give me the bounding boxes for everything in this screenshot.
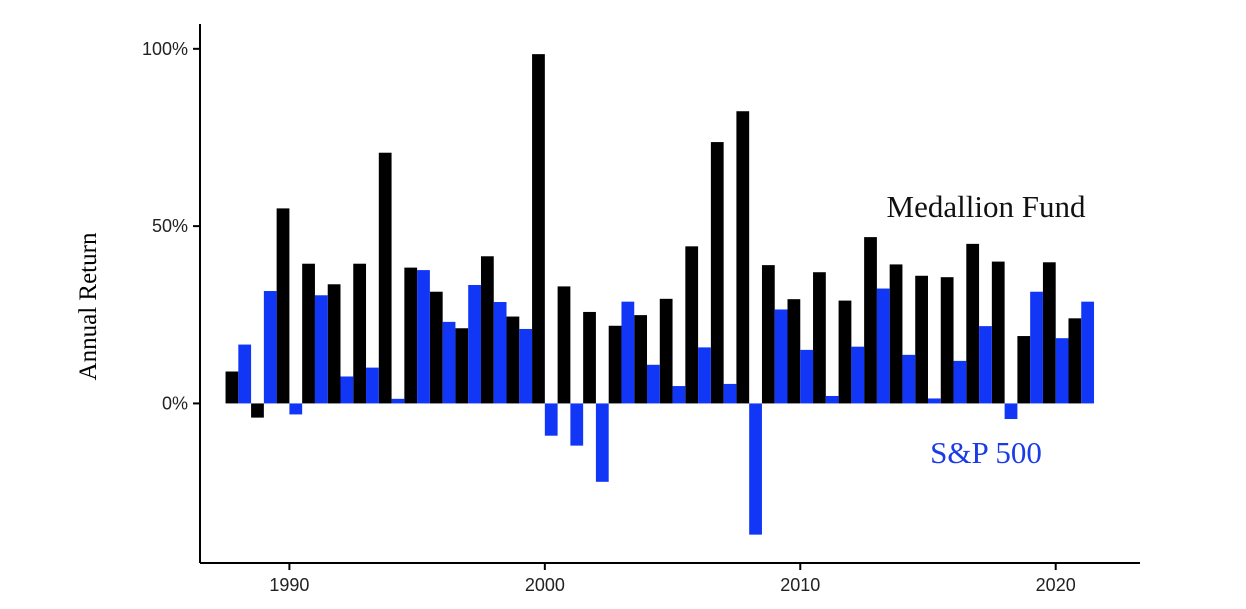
- medallion-bar-1993: [353, 263, 367, 404]
- x-tick-label: 2020: [1036, 575, 1076, 595]
- medallion-bar-1990: [276, 208, 290, 404]
- sp500-bar-1990: [289, 403, 303, 415]
- sp500-bar-1992: [340, 376, 354, 404]
- sp500-bar-2018: [1004, 403, 1018, 420]
- sp500-bar-2020: [1055, 338, 1069, 404]
- sp500-bar-2010: [800, 349, 814, 404]
- y-tick-label: 0%: [162, 393, 188, 413]
- sp500-bar-2015: [927, 398, 941, 404]
- medallion-bar-1988: [225, 371, 239, 404]
- sp500-bar-1994: [391, 398, 405, 404]
- medallion-bar-1998: [480, 256, 494, 404]
- sp500-bar-2013: [876, 288, 890, 404]
- y-axis-title: Annual Return: [75, 232, 102, 380]
- medallion-bar-2003: [608, 325, 622, 404]
- sp500-bar-1997: [468, 284, 481, 404]
- sp500-bar-1989: [263, 291, 277, 404]
- medallion-bar-2000: [532, 54, 545, 404]
- medallion-bar-2017: [966, 243, 980, 404]
- sp500-bar-2001: [570, 403, 584, 446]
- sp500-bar-2002: [595, 403, 609, 482]
- medallion-bar-2021: [1068, 318, 1082, 404]
- sp500-bar-1998: [493, 302, 507, 404]
- sp500-bar-2014: [902, 354, 916, 404]
- medallion-bar-2020: [1042, 262, 1056, 404]
- medallion-bar-2008: [736, 111, 750, 404]
- medallion-bar-2015: [915, 275, 928, 404]
- sp500-bar-2017: [979, 326, 992, 404]
- medallion-bar-2005: [659, 298, 673, 404]
- medallion-bar-2014: [889, 264, 903, 404]
- sp500-bar-2008: [749, 403, 762, 535]
- sp500-bar-2000: [544, 403, 558, 436]
- medallion-bar-2001: [557, 286, 571, 404]
- sp500-bar-1995: [417, 270, 430, 404]
- medallion-bar-1996: [429, 291, 443, 404]
- sp500-bar-1993: [366, 367, 379, 404]
- sp500-bar-1999: [519, 328, 533, 404]
- medallion-bar-1991: [302, 263, 315, 404]
- medallion-bar-2011: [813, 272, 826, 404]
- medallion-bar-1997: [455, 328, 469, 404]
- bars-group: [225, 54, 1095, 535]
- medallion-bar-2016: [940, 277, 954, 404]
- y-tick-label: 50%: [152, 216, 188, 236]
- medallion-bar-1995: [404, 267, 418, 404]
- medallion-bar-2018: [991, 261, 1005, 404]
- medallion-bar-2012: [838, 300, 852, 404]
- sp500-bar-2003: [621, 301, 635, 404]
- sp500-label: S&P 500: [930, 435, 1042, 470]
- sp500-bar-2021: [1081, 301, 1095, 404]
- sp500-bar-1996: [442, 321, 456, 404]
- sp500-bar-1988: [238, 344, 252, 404]
- medallion-bar-1992: [327, 284, 341, 404]
- sp500-bar-2011: [825, 395, 839, 404]
- sp500-bar-2016: [953, 360, 967, 404]
- y-tick-label: 100%: [142, 39, 188, 59]
- x-tick-label: 2000: [525, 575, 565, 595]
- x-ticks: 1990 2000 2010 2020: [269, 563, 1076, 595]
- sp500-bar-1991: [314, 295, 328, 404]
- sp500-bar-2012: [851, 346, 865, 404]
- medallion-bar-2010: [787, 299, 801, 404]
- medallion-bar-2007: [710, 142, 724, 404]
- medallion-fund-label: Medallion Fund: [887, 189, 1086, 224]
- y-ticks: 0% 50% 100%: [142, 39, 200, 413]
- x-tick-label: 2010: [780, 575, 820, 595]
- medallion-bar-1994: [378, 152, 392, 404]
- medallion-bar-2013: [864, 237, 877, 404]
- medallion-bar-2002: [583, 311, 596, 404]
- x-tick-label: 1990: [269, 575, 309, 595]
- medallion-bar-2006: [685, 246, 699, 404]
- medallion-bar-1989: [251, 403, 264, 418]
- medallion-bar-2009: [761, 265, 775, 404]
- medallion-bar-1999: [506, 316, 520, 404]
- medallion-bar-2004: [634, 315, 648, 404]
- sp500-bar-2004: [647, 364, 660, 404]
- sp500-bar-2007: [723, 383, 737, 404]
- sp500-bar-2009: [774, 309, 788, 404]
- sp500-bar-2019: [1030, 291, 1043, 404]
- sp500-bar-2006: [698, 347, 711, 404]
- medallion-bar-2019: [1017, 336, 1031, 404]
- sp500-bar-2005: [672, 386, 686, 404]
